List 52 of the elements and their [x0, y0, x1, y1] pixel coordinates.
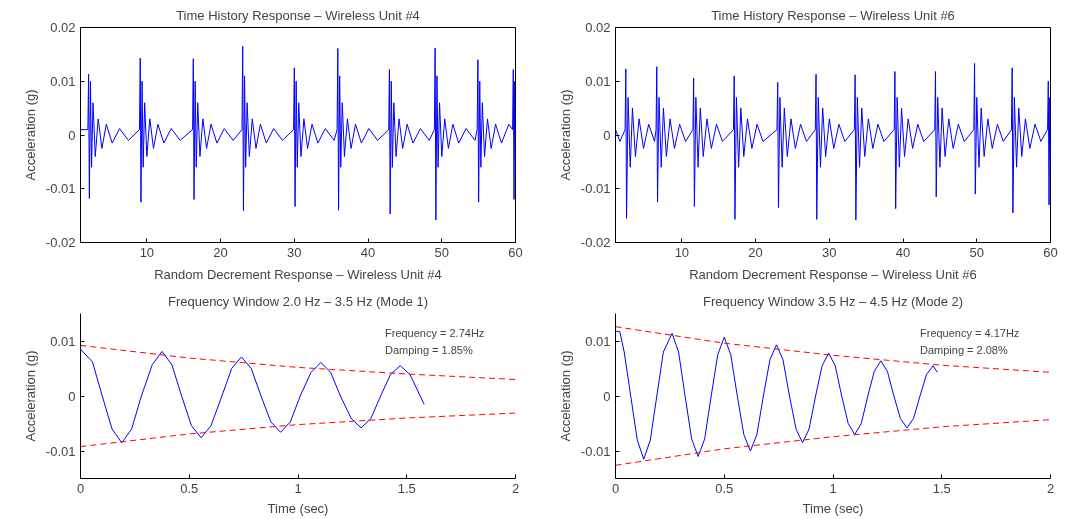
- y-tick-label: 0: [68, 388, 76, 404]
- annotation: Frequency = 2.74Hz: [385, 327, 485, 340]
- y-tick-label: 0.01: [50, 333, 76, 349]
- x-tick-label: 1: [294, 480, 302, 496]
- x-tick-label: 30: [822, 244, 837, 260]
- x-tick-label: 2: [511, 480, 520, 496]
- y-tick-label: -0.01: [580, 443, 611, 459]
- y-tick-label: -0.02: [45, 235, 76, 250]
- annotation: Damping = 1.85%: [385, 343, 473, 356]
- x-tick-label: 10: [674, 244, 690, 260]
- y-tick-label: -0.01: [45, 443, 76, 459]
- chart-title: Time History Response – Wireless Unit #4: [176, 7, 420, 23]
- x-tick-label: 20: [748, 244, 763, 260]
- chart-subtitle: Frequency Window 3.5 Hz – 4.5 Hz (Mode 2): [702, 293, 964, 309]
- x-axis-title: Time (sec): [802, 500, 864, 516]
- x-tick-label: 30: [287, 244, 302, 260]
- x-tick-label: 60: [1043, 244, 1058, 260]
- x-tick-label: 1.5: [932, 480, 951, 496]
- y-tick-label: -0.01: [580, 181, 611, 197]
- x-tick-label: 40: [895, 244, 911, 260]
- x-axis-title: Time (sec): [267, 500, 329, 516]
- x-tick-label: 20: [213, 244, 228, 260]
- y-tick-label: 0.02: [50, 20, 76, 35]
- x-tick-label: 1.5: [397, 480, 416, 496]
- annotation: Damping = 2.08%: [920, 343, 1008, 356]
- y-tick-label: 0.01: [50, 73, 76, 89]
- y-axis-title: Acceleration (g): [557, 89, 573, 181]
- y-tick-label: 0: [603, 388, 611, 404]
- x-tick-label: 2: [1046, 480, 1055, 496]
- annotation: Frequency = 4.17Hz: [920, 327, 1020, 340]
- x-tick-label: 60: [508, 244, 523, 260]
- y-tick-label: -0.01: [45, 181, 76, 197]
- x-tick-label: 0.5: [715, 480, 734, 496]
- y-tick-label: 0.01: [585, 73, 611, 89]
- y-tick-label: 0.02: [585, 20, 611, 35]
- y-tick-label: 0: [603, 127, 611, 143]
- y-axis-title: Acceleration (g): [22, 89, 38, 181]
- chart-subtitle: Frequency Window 2.0 Hz – 3.5 Hz (Mode 1): [167, 293, 429, 309]
- y-axis-title: Acceleration (g): [557, 350, 573, 442]
- chart-title: Random Decrement Response – Wireless Unit #4: [154, 266, 442, 282]
- x-tick-label: 40: [360, 244, 376, 260]
- x-tick-label: 1: [829, 480, 837, 496]
- x-tick-label: 50: [434, 244, 450, 260]
- x-tick-label: 50: [969, 244, 985, 260]
- chart-title: Random Decrement Response – Wireless Unit #6: [689, 266, 977, 282]
- x-tick-label: 0.5: [180, 480, 199, 496]
- y-tick-label: -0.02: [580, 235, 611, 250]
- x-tick-label: 10: [139, 244, 155, 260]
- y-tick-label: 0.01: [585, 333, 611, 349]
- chart-title: Time History Response – Wireless Unit #6: [711, 7, 955, 23]
- y-axis-title: Acceleration (g): [22, 350, 38, 442]
- y-tick-label: 0: [68, 127, 76, 143]
